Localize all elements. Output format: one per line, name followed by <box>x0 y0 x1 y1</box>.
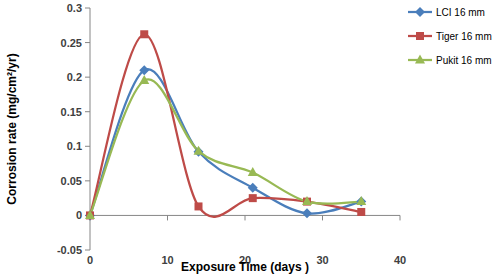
x-tick <box>322 215 323 220</box>
legend-label: Pukit 16 mm <box>436 55 492 66</box>
series-marker <box>248 183 258 193</box>
y-axis-title: Corrosion rate (mg/cm²/yr) <box>5 53 19 204</box>
series-marker <box>302 208 312 218</box>
series-line <box>90 79 361 215</box>
series-marker <box>140 30 148 38</box>
y-tick <box>85 42 90 43</box>
series-marker <box>357 208 365 216</box>
x-axis-title: Exposure Time (days ) <box>181 260 309 274</box>
y-tick-label: 0.2 <box>67 71 82 83</box>
series-line <box>90 34 361 217</box>
chart-svg: -0.0500.050.10.150.20.250.3010203040Expo… <box>0 0 500 275</box>
y-tick-label: -0.05 <box>57 244 82 256</box>
legend-label: LCI 16 mm <box>436 7 485 18</box>
x-tick-label: 30 <box>316 254 328 266</box>
series-marker <box>302 196 312 205</box>
plot-area <box>85 30 366 220</box>
series-marker <box>194 146 204 155</box>
series-marker <box>249 194 257 202</box>
y-tick <box>85 146 90 147</box>
y-tick <box>85 8 90 9</box>
series-marker <box>195 202 203 210</box>
y-tick-label: 0 <box>76 209 82 221</box>
y-tick-label: 0.05 <box>61 175 82 187</box>
y-tick-label: 0.15 <box>61 106 82 118</box>
y-tick-label: 0.3 <box>67 2 82 14</box>
x-tick <box>400 215 401 220</box>
chart-container: -0.0500.050.10.150.20.250.3010203040Expo… <box>0 0 500 275</box>
series-marker <box>139 75 149 84</box>
legend-marker <box>416 32 424 40</box>
series-marker <box>139 65 149 75</box>
x-tick <box>245 215 246 220</box>
x-tick <box>167 215 168 220</box>
series-marker <box>85 210 95 220</box>
x-tick-label: 40 <box>394 254 406 266</box>
y-tick <box>85 111 90 112</box>
series-line <box>90 69 361 215</box>
y-tick-label: 0.1 <box>67 140 82 152</box>
y-tick-label: 0.25 <box>61 37 82 49</box>
legend-marker <box>415 7 425 17</box>
x-tick-label: 0 <box>87 254 93 266</box>
series-marker <box>356 196 366 205</box>
x-tick-label: 10 <box>161 254 173 266</box>
legend: LCI 16 mm Tiger 16 mm Pukit 16 mm <box>408 7 492 66</box>
y-tick <box>85 250 90 251</box>
y-tick <box>85 180 90 181</box>
series-marker <box>248 167 258 176</box>
y-tick <box>85 77 90 78</box>
legend-label: Tiger 16 mm <box>436 31 492 42</box>
legend-marker <box>415 55 425 64</box>
series-marker <box>85 210 95 219</box>
series-marker <box>356 197 366 207</box>
